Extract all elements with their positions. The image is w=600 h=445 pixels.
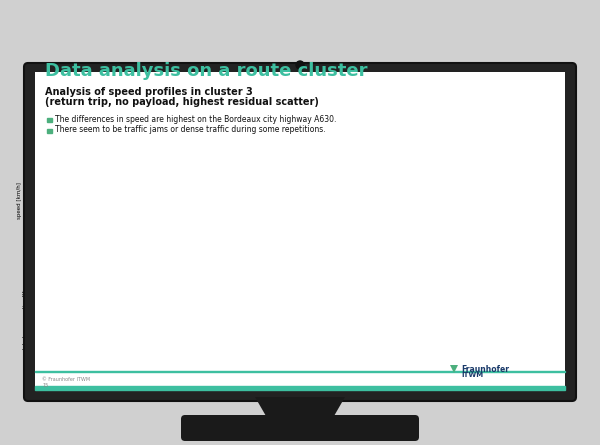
Title: Cluster 3 (22): Cluster 3 (22) (142, 134, 185, 139)
X-axis label: distance [km]: distance [km] (145, 276, 183, 281)
Title: Cluster 3 (22), color indicates cumulative consumption: Cluster 3 (22), color indicates cumulati… (337, 134, 488, 139)
X-axis label: traveling time [h]: traveling time [h] (75, 394, 123, 399)
Bar (47, 117, 52, 122)
Bar (495, 109, 565, 134)
Text: The differences in speed are highest on the Bordeaux city highway A630.: The differences in speed are highest on … (55, 114, 337, 124)
Bar (35, 371, 565, 372)
Bar (35, 386, 565, 390)
FancyBboxPatch shape (35, 72, 565, 390)
X-axis label: distance [km]: distance [km] (208, 394, 246, 399)
Bar (390, 109, 565, 160)
Polygon shape (450, 365, 458, 373)
Text: There seem to be traffic jams or dense traffic during some repetitions.: There seem to be traffic jams or dense t… (55, 125, 326, 134)
Text: Data analysis on a route cluster: Data analysis on a route cluster (45, 62, 367, 80)
Text: ITWM: ITWM (461, 372, 483, 378)
Circle shape (296, 61, 304, 69)
Text: © Fraunhofer ITWM
15: © Fraunhofer ITWM 15 (42, 377, 90, 388)
Text: Destination: Destination (521, 89, 545, 93)
Y-axis label: traveling time [h]: traveling time [h] (283, 236, 288, 284)
FancyBboxPatch shape (181, 415, 419, 441)
Y-axis label: speed [km/h]: speed [km/h] (17, 182, 22, 219)
Bar (390, 109, 460, 126)
FancyBboxPatch shape (24, 63, 576, 401)
Text: Analysis of speed profiles in cluster 3: Analysis of speed profiles in cluster 3 (45, 87, 253, 97)
Bar (390, 75, 565, 109)
Text: Fraunhofer: Fraunhofer (461, 365, 509, 374)
Bar (47, 129, 52, 133)
Text: Start: Start (411, 147, 421, 151)
Polygon shape (255, 397, 345, 423)
X-axis label: distance [km]: distance [km] (394, 394, 431, 399)
Text: (return trip, no payload, highest residual scatter): (return trip, no payload, highest residu… (45, 97, 319, 107)
Y-axis label: cumulated consumption [l]: cumulated consumption [l] (151, 290, 156, 365)
Y-axis label: cumulated consumption [l]: cumulated consumption [l] (23, 290, 28, 365)
